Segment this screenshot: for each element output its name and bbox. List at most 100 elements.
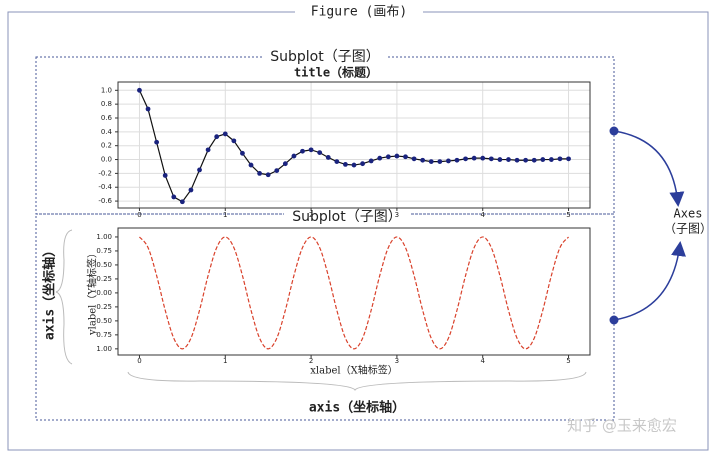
x-tick-label: 5 <box>566 357 570 365</box>
arrow <box>613 130 685 207</box>
marker <box>403 154 408 160</box>
arrow <box>613 241 686 321</box>
x-tick-label: 3 <box>395 211 399 219</box>
subplot-label: Subplot（子图） <box>270 49 379 65</box>
y-tick-label: 0.25 <box>96 303 112 311</box>
y-tick-label: 0.25 <box>96 275 112 283</box>
x-tick-label: 2 <box>309 211 313 219</box>
marker <box>222 131 228 137</box>
marker <box>514 157 520 163</box>
axes-frame <box>117 227 591 356</box>
marker <box>154 139 160 145</box>
marker <box>446 158 451 164</box>
axes-sublabel: （子图） <box>664 222 712 236</box>
y-tick-label: 0.75 <box>96 247 112 255</box>
marker <box>531 157 537 163</box>
x-tick-label: 1 <box>223 357 227 365</box>
marker <box>188 187 194 193</box>
marker <box>394 153 400 159</box>
marker <box>274 168 280 174</box>
x-tick-label: 0 <box>137 211 141 219</box>
marker <box>523 157 529 163</box>
marker <box>197 167 202 173</box>
marker <box>480 155 486 161</box>
axis-label: axis（坐标轴） <box>42 244 58 340</box>
marker <box>240 150 245 156</box>
y-tick-label: -0.4 <box>98 183 112 191</box>
y-tick-label: 0.50 <box>96 317 112 325</box>
marker <box>231 138 237 144</box>
figure-label: Figure (画布) <box>311 5 407 20</box>
marker <box>540 157 546 162</box>
y-tick-label: 0.0 <box>101 156 112 164</box>
y-tick-label: 0.2 <box>101 142 112 150</box>
watermark: 知乎 @玉来愈宏 <box>567 417 677 435</box>
marker <box>343 161 348 167</box>
y-tick-label: -0.2 <box>98 169 112 177</box>
marker <box>334 159 340 165</box>
marker <box>454 157 460 163</box>
marker <box>566 156 571 162</box>
marker <box>205 147 211 153</box>
x-axis-label: xlabel（X轴标签） <box>310 364 397 377</box>
marker <box>317 150 323 156</box>
marker <box>179 199 185 205</box>
y-tick-label: 1.00 <box>96 345 112 353</box>
x-tick-label: 3 <box>395 357 399 365</box>
label-bg <box>295 4 423 20</box>
line <box>138 236 570 350</box>
marker <box>308 147 314 153</box>
chart-title: title（标题） <box>294 65 378 80</box>
marker <box>282 161 288 167</box>
y-tick-label: -0.6 <box>98 197 112 205</box>
y-tick-label: 0.75 <box>96 331 112 339</box>
axes-frame <box>117 81 591 209</box>
y-tick-label: 0.50 <box>96 261 112 269</box>
marker <box>214 134 220 140</box>
y-axis-label: ylabel（Y轴标签） <box>86 248 99 336</box>
marker <box>171 194 177 200</box>
brace <box>127 371 587 392</box>
x-tick-label: 0 <box>137 357 141 365</box>
marker <box>385 154 391 160</box>
marker <box>248 162 254 168</box>
marker <box>506 157 511 162</box>
label-bg <box>262 49 388 65</box>
marker <box>557 156 563 162</box>
marker <box>257 170 262 176</box>
marker <box>497 157 503 162</box>
y-tick-label: 1.00 <box>96 233 112 241</box>
marker <box>471 155 477 161</box>
marker <box>145 106 151 112</box>
marker <box>411 156 417 162</box>
y-tick-label: 0.00 <box>96 289 112 297</box>
subplot-frame <box>35 213 615 421</box>
marker <box>325 155 331 160</box>
subplot-frame <box>35 56 615 215</box>
marker <box>377 155 383 161</box>
x-tick-label: 4 <box>480 211 485 219</box>
marker <box>351 162 357 168</box>
marker <box>368 158 374 164</box>
marker <box>291 153 297 159</box>
marker <box>437 159 443 165</box>
axis-label: axis（坐标轴） <box>309 400 405 416</box>
subplot-label: Subplot（子图） <box>292 209 401 225</box>
y-tick-label: 0.8 <box>101 100 112 108</box>
marker <box>463 156 468 162</box>
marker <box>265 172 271 178</box>
y-tick-label: 0.6 <box>101 114 113 122</box>
marker <box>488 156 494 162</box>
x-tick-label: 1 <box>223 211 227 219</box>
marker <box>137 87 142 93</box>
marker <box>300 148 305 154</box>
axes-label: Axes <box>674 207 703 221</box>
brace <box>55 229 73 365</box>
x-tick-label: 2 <box>309 357 313 365</box>
x-tick-label: 4 <box>480 357 485 365</box>
x-tick-label: 5 <box>566 211 570 219</box>
marker <box>162 173 168 178</box>
label-bg <box>284 209 410 225</box>
marker <box>360 161 365 167</box>
